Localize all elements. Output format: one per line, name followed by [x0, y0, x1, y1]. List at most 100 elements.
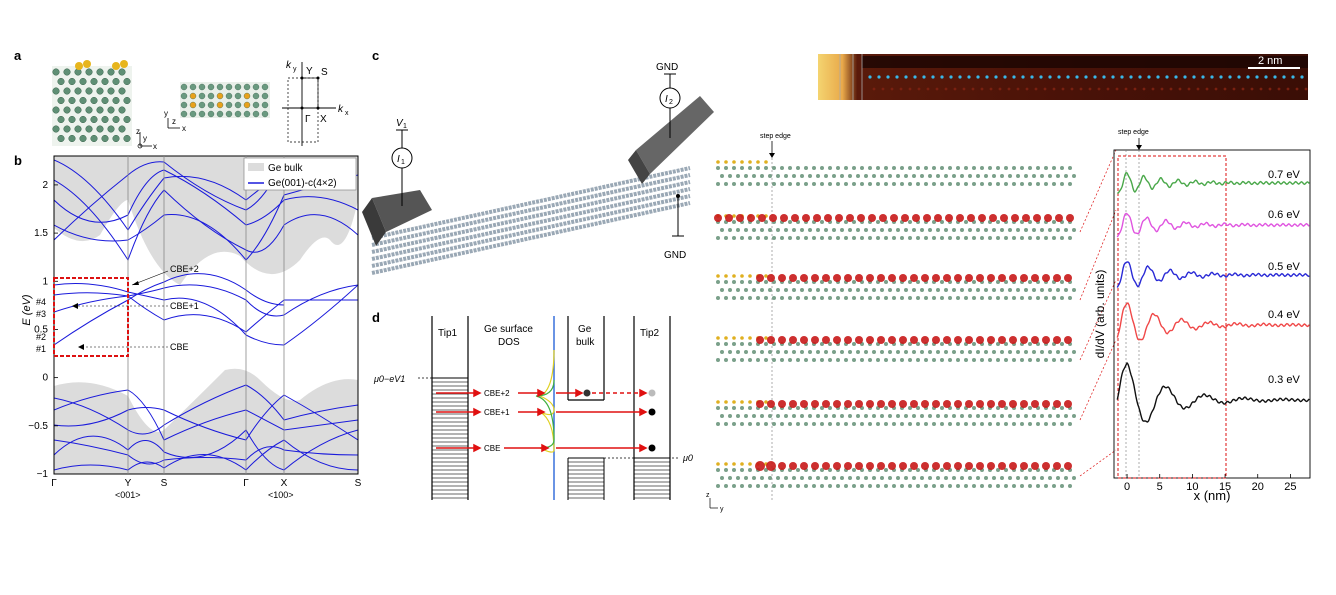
cbe-highlight-box: [53, 277, 129, 357]
xtick-label: S: [355, 478, 362, 489]
spectrum-curve: [1117, 171, 1310, 194]
ytick-label: −0.5: [28, 421, 48, 432]
band-line: [54, 384, 358, 435]
ytick-label: 2: [42, 180, 48, 191]
annot-cbe: CBE: [170, 342, 189, 352]
ytick-label: 0: [42, 373, 48, 384]
spectra-highlight-box: [1117, 155, 1227, 479]
level-labels: #4 #3 #2 #1: [36, 297, 46, 354]
band-line: [54, 439, 358, 471]
axis-x-label-mid: x: [182, 124, 186, 133]
level-3: #3: [36, 309, 46, 319]
bz-kx-sub: x: [345, 110, 349, 117]
level-2: #2: [36, 332, 46, 342]
panel-a-side-view-structure: [52, 60, 132, 146]
band-line: [54, 292, 358, 333]
spectrum-curve: [1116, 302, 1310, 341]
band-line: [54, 394, 358, 441]
band-ylabel: E (eV): [21, 294, 33, 326]
legend-surface: Ge(001)-c(4×2): [268, 178, 337, 189]
legend-bulk: Ge bulk: [268, 163, 303, 174]
panel-label-d: d: [372, 310, 380, 325]
wavefunction-structure-panels: step edge z y: [706, 133, 1117, 513]
band-line: [54, 283, 358, 346]
spectra-xtick-label: 25: [1284, 481, 1296, 493]
ytick-label: −1: [37, 469, 49, 480]
v1-label: V: [396, 118, 404, 129]
annot-cbe1: CBE+1: [170, 301, 199, 311]
axis-x-label: x: [153, 142, 157, 151]
band-line: [54, 439, 358, 465]
bz-ky-label: k: [286, 60, 292, 71]
structure-strip: [716, 336, 1076, 362]
annot-cbe2: CBE+2: [170, 264, 199, 274]
band-line: [54, 169, 358, 226]
spectrum-curve: [1116, 212, 1310, 238]
legend-swatch-bulk: [248, 163, 264, 171]
arrow-label-cbe1: CBE+1: [484, 408, 510, 417]
structure-strip: [716, 274, 1076, 300]
axis-z-label: z: [136, 127, 140, 136]
spectra-ylabel: dI/dV (arb. units): [1093, 270, 1107, 359]
bz-kx-label: k: [338, 104, 344, 115]
band-line: [54, 429, 358, 471]
ytick-label: 0.5: [34, 324, 48, 335]
spectra-xtick-label: 10: [1186, 481, 1198, 493]
spectra-xlabel: x (nm): [1194, 488, 1231, 503]
stm-topography-image: 2 nm: [818, 54, 1308, 100]
i2-sub: 2: [669, 99, 673, 106]
two-tip-setup-illustration: V 1 I 1 I 2 GND GND: [362, 62, 714, 275]
ytick-label: 1.5: [34, 228, 48, 239]
ytick-label: 1: [42, 276, 48, 287]
axis-y-label: y: [143, 134, 147, 143]
band-structure-plot: 21.510.50−0.5−1Γ Y S Γ X S E (eV) <001> <100>…: [21, 155, 362, 500]
gnd-top-label: GND: [656, 62, 678, 73]
mu0-label: μ0: [682, 453, 693, 463]
series-label-0.4: 0.4 eV: [1268, 309, 1300, 321]
brillouin-zone-diagram: k y Y S Γ X k x: [282, 60, 349, 146]
series-label-0.3: 0.3 eV: [1268, 374, 1300, 386]
level-4: #4: [36, 297, 46, 307]
band-line: [54, 179, 358, 262]
bulk-filled-states: [568, 458, 604, 500]
structure-strip: [716, 400, 1076, 426]
i1-label: I: [397, 154, 400, 165]
energy-level-diagram: Tip1 Ge surface DOS Ge bulk Tip2 μ0−eV1 …: [373, 316, 693, 500]
spectra-xtick-label: 5: [1157, 481, 1163, 493]
atomic-wire: [371, 187, 691, 261]
arrow-label-cbe2: CBE+2: [484, 389, 510, 398]
bz-ky-sub: y: [293, 66, 297, 73]
structure-strip: [714, 214, 1076, 240]
atomic-wire: [371, 201, 691, 275]
spectra-xtick-label: 15: [1219, 481, 1231, 493]
structure-axes: z y: [706, 492, 724, 513]
scale-bar-label: 2 nm: [1258, 55, 1282, 67]
spectrum-curve: [1116, 361, 1310, 423]
dIdV-spectra-plot: step edge 0 5 10 15 20 25 x (nm) dI/dV (arb. …: [1093, 129, 1311, 503]
panel-a-axes-mid: y z x: [164, 109, 186, 133]
bz-S-label: S: [321, 67, 328, 78]
arrow-label-cbe: CBE: [484, 444, 500, 453]
ge-surface-label-2: DOS: [498, 337, 520, 348]
ge-surface-label-1: Ge surface: [484, 324, 533, 335]
spectra-xtick-label: 0: [1124, 481, 1130, 493]
spectra-xtick-label: 20: [1252, 481, 1264, 493]
xtick-label: Y: [125, 478, 132, 489]
step-edge-label-right: step edge: [1118, 129, 1149, 136]
tip2-block: [636, 96, 714, 174]
atomic-wire: [371, 180, 691, 254]
tip1-label: Tip1: [438, 328, 458, 339]
band-line: [54, 284, 358, 317]
series-label-0.5: 0.5 eV: [1268, 261, 1300, 273]
spectrum-curve: [1116, 261, 1310, 288]
panel-label-c: c: [372, 48, 379, 63]
axis-y-label-mid: y: [164, 109, 168, 118]
panel-a-top-view-structure: [180, 82, 270, 118]
mu-ev-label: μ0−eV1: [373, 374, 405, 384]
structure-strip: [716, 461, 1076, 488]
atomic-wire: [371, 194, 691, 268]
ge-bulk-label-2: bulk: [576, 337, 595, 348]
xsub-100: <100>: [268, 490, 294, 500]
level-1: #1: [36, 344, 46, 354]
